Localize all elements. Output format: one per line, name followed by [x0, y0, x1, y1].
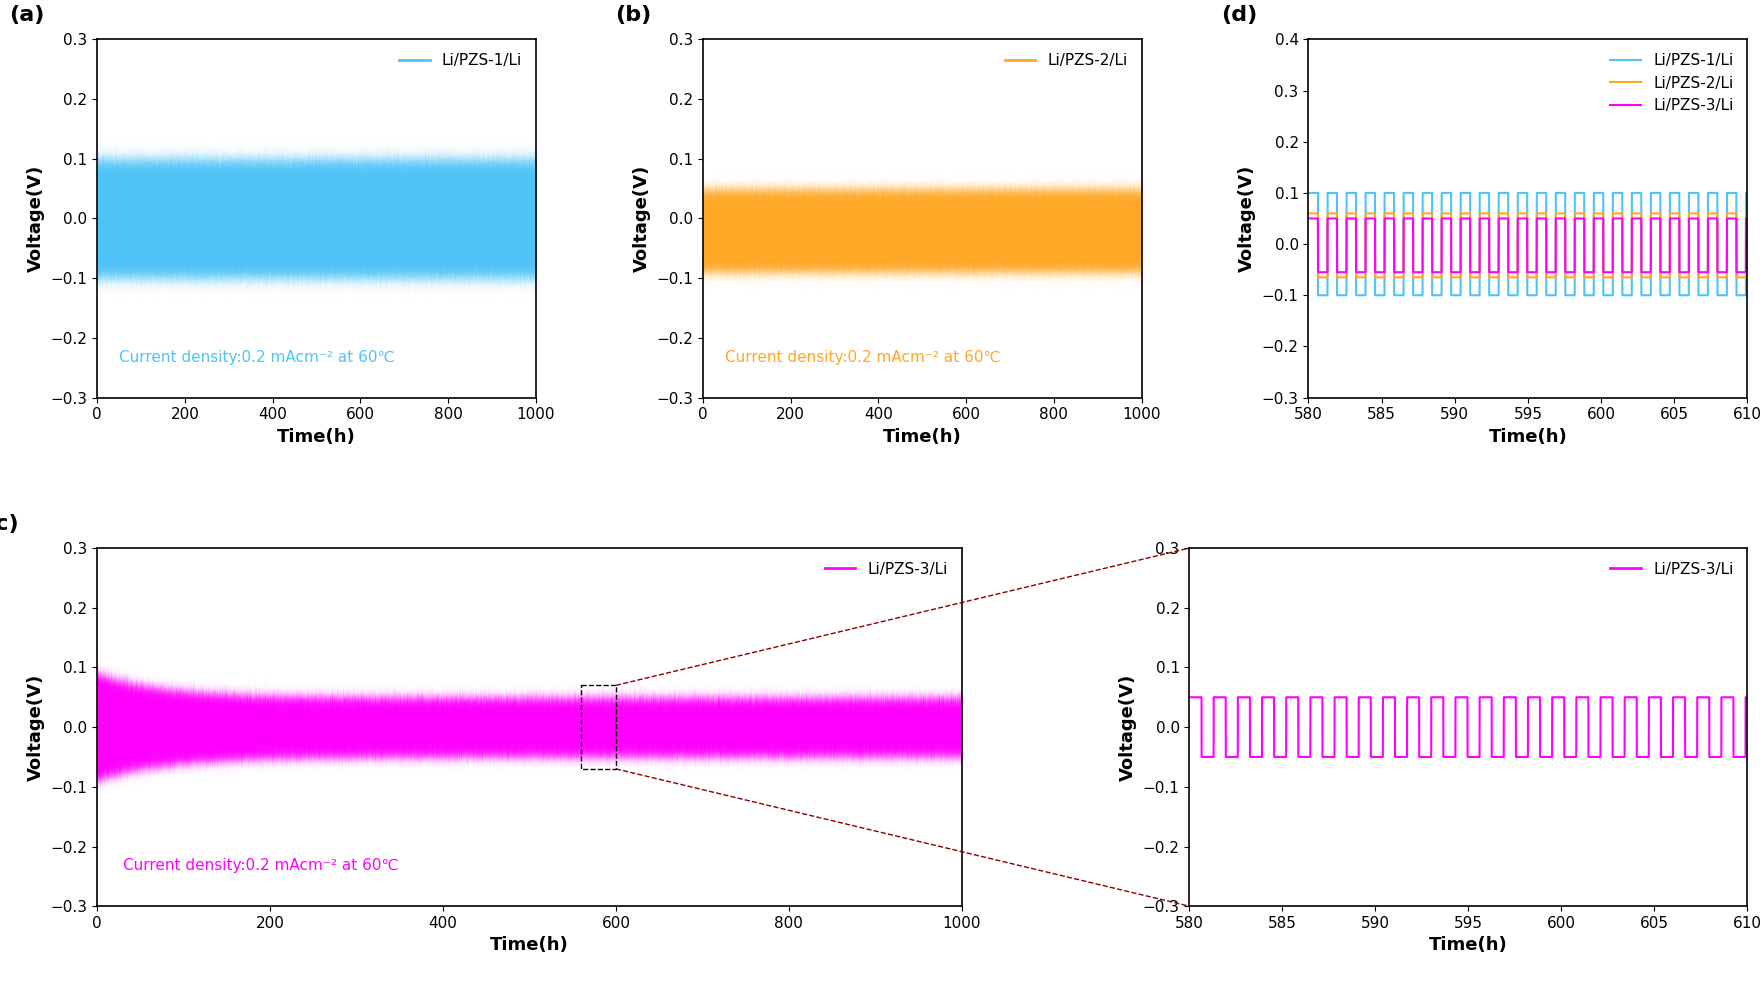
- X-axis label: Time(h): Time(h): [882, 427, 961, 446]
- Li/PZS-1/Li: [1311, 290, 1332, 301]
- Li/PZS-3/Li: [1394, 213, 1415, 225]
- Li/PZS-1/Li: [1297, 187, 1318, 199]
- Line: Li/PZS-2/Li: Li/PZS-2/Li: [1307, 214, 1746, 278]
- Li/PZS-1/Li: [1678, 187, 1699, 199]
- Li/PZS-2/Li: [1529, 208, 1551, 220]
- X-axis label: Time(h): Time(h): [277, 427, 356, 446]
- Text: Current density:0.2 mAcm⁻² at 60℃: Current density:0.2 mAcm⁻² at 60℃: [123, 858, 399, 874]
- X-axis label: Time(h): Time(h): [490, 937, 568, 954]
- Legend: Li/PZS-2/Li: Li/PZS-2/Li: [998, 47, 1134, 74]
- Li/PZS-1/Li: [1529, 187, 1551, 199]
- Li/PZS-2/Li: [1394, 208, 1415, 220]
- Legend: Li/PZS-1/Li, Li/PZS-2/Li, Li/PZS-3/Li: Li/PZS-1/Li, Li/PZS-2/Li, Li/PZS-3/Li: [1603, 47, 1739, 119]
- Text: (a): (a): [9, 6, 44, 26]
- Li/PZS-2/Li: [1311, 272, 1332, 284]
- Li/PZS-2/Li: [1297, 208, 1318, 220]
- Li/PZS-1/Li: [1344, 290, 1365, 301]
- Li/PZS-3/Li: [1297, 213, 1318, 225]
- Li/PZS-2/Li: [1402, 272, 1424, 284]
- Li/PZS-3/Li: [1736, 213, 1757, 225]
- Li/PZS-1/Li: [1736, 187, 1757, 199]
- Li/PZS-3/Li: [1529, 213, 1551, 225]
- Legend: Li/PZS-3/Li: Li/PZS-3/Li: [818, 556, 954, 583]
- Y-axis label: Voltage(V): Voltage(V): [1118, 674, 1136, 781]
- Li/PZS-2/Li: [1344, 272, 1365, 284]
- X-axis label: Time(h): Time(h): [1429, 937, 1506, 954]
- Li/PZS-1/Li: [1307, 290, 1328, 301]
- Y-axis label: Voltage(V): Voltage(V): [26, 674, 44, 781]
- Text: Current density:0.2 mAcm⁻² at 60℃: Current density:0.2 mAcm⁻² at 60℃: [725, 350, 1000, 364]
- Li/PZS-3/Li: [1344, 266, 1365, 278]
- Li/PZS-2/Li: [1736, 208, 1757, 220]
- Line: Li/PZS-3/Li: Li/PZS-3/Li: [1307, 219, 1746, 272]
- Text: Current density:0.2 mAcm⁻² at 60℃: Current density:0.2 mAcm⁻² at 60℃: [118, 350, 395, 364]
- Li/PZS-3/Li: [1402, 266, 1424, 278]
- Legend: Li/PZS-3/Li: Li/PZS-3/Li: [1603, 556, 1739, 583]
- X-axis label: Time(h): Time(h): [1487, 427, 1566, 446]
- Legend: Li/PZS-1/Li: Li/PZS-1/Li: [393, 47, 527, 74]
- Text: (c): (c): [0, 514, 18, 534]
- Line: Li/PZS-1/Li: Li/PZS-1/Li: [1307, 193, 1746, 296]
- Li/PZS-2/Li: [1678, 208, 1699, 220]
- Y-axis label: Voltage(V): Voltage(V): [632, 164, 651, 272]
- Li/PZS-3/Li: [1307, 266, 1328, 278]
- Text: (d): (d): [1221, 6, 1256, 26]
- Text: (b): (b): [614, 6, 651, 26]
- Y-axis label: Voltage(V): Voltage(V): [1238, 164, 1256, 272]
- Y-axis label: Voltage(V): Voltage(V): [26, 164, 44, 272]
- Li/PZS-1/Li: [1394, 187, 1415, 199]
- Li/PZS-3/Li: [1311, 266, 1332, 278]
- Li/PZS-1/Li: [1402, 290, 1424, 301]
- Li/PZS-3/Li: [1678, 213, 1699, 225]
- Li/PZS-2/Li: [1307, 272, 1328, 284]
